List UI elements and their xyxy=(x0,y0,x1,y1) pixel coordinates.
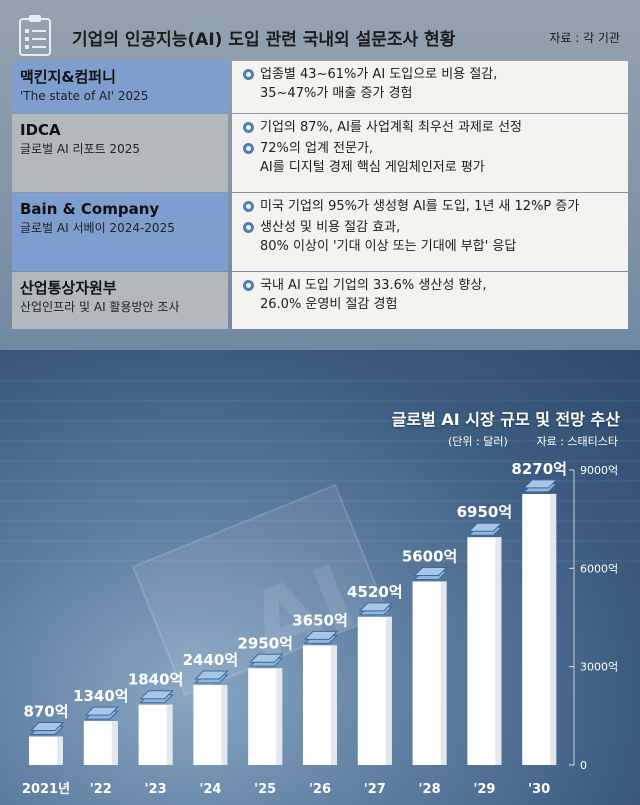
table-row: IDCA 글로벌 AI 리포트 2025 기업의 87%, AI를 사업계획 최… xyxy=(12,114,628,192)
bar-shade xyxy=(440,581,447,765)
finding-bullet: 업종별 43~61%가 AI 도입으로 비용 절감, 35~47%가 매출 증가 … xyxy=(242,65,620,103)
bar-shade xyxy=(495,537,502,765)
bar-value-label: 2950억 xyxy=(237,634,293,652)
finding-text: 국내 AI 도입 기업의 33.6% 생산성 향상, xyxy=(260,278,487,293)
finding-text: 80% 이상이 '기대 이상 또는 기대에 부합' 응답 xyxy=(260,239,517,254)
bullet-dot-icon xyxy=(243,69,254,80)
finding-text: 생산성 및 비용 절감 효과, xyxy=(260,220,401,235)
bar-shade xyxy=(57,736,63,765)
finding-text: 35~47%가 매출 증가 경험 xyxy=(260,86,413,101)
survey-table: 맥킨지&컴퍼니 'The state of AI' 2025 업종별 43~61… xyxy=(12,61,628,330)
finding-bullet: 국내 AI 도입 기업의 33.6% 생산성 향상, 26.0% 운영비 절감 경… xyxy=(242,276,620,314)
table-row: Bain & Company 글로벌 AI 서베이 2024-2025 미국 기… xyxy=(12,193,628,271)
bar-value-label: 2440억 xyxy=(183,651,239,669)
survey-source-name: 맥킨지&컴퍼니 xyxy=(20,68,116,86)
bar-shade xyxy=(166,704,173,765)
survey-source-name: Bain & Company xyxy=(20,200,160,218)
x-tick-label: '30 xyxy=(528,782,550,797)
survey-source-sub: 글로벌 AI 서베이 2024-2025 xyxy=(20,221,175,235)
finding-text: 업종별 43~61%가 AI 도입으로 비용 절감, xyxy=(260,67,498,82)
chart-unit: (단위 : 달러) xyxy=(448,435,508,448)
bar-value-label: 1840억 xyxy=(128,671,184,689)
money-stack-icon xyxy=(413,566,448,576)
survey-source-name: 산업통상자원부 xyxy=(20,279,117,297)
money-stack-icon xyxy=(468,522,503,532)
finding-text: 72%의 업계 전문가, xyxy=(260,141,374,156)
survey-findings-cell: 기업의 87%, AI를 사업계획 최우선 과제로 선정 72%의 업계 전문가… xyxy=(232,114,628,192)
y-tick-label: 6000억 xyxy=(580,562,618,575)
survey-findings-cell: 국내 AI 도입 기업의 33.6% 생산성 향상, 26.0% 운영비 절감 경… xyxy=(232,272,628,329)
bar-value-label: 1340억 xyxy=(73,687,129,705)
bullet-dot-icon xyxy=(243,201,254,212)
money-stack-icon xyxy=(194,670,229,680)
chart-title: 글로벌 AI 시장 규모 및 전망 추산 xyxy=(391,410,620,429)
bar-value-label: 3650억 xyxy=(292,611,348,629)
bar-value-label: 870억 xyxy=(23,702,68,720)
bar-shade xyxy=(331,645,337,765)
bar-value-label: 4520억 xyxy=(347,583,403,601)
bar-shade xyxy=(550,493,557,765)
money-stack-icon xyxy=(522,479,558,489)
finding-text: 미국 기업의 95%가 생성형 AI를 도입, 1년 새 12%P 증가 xyxy=(260,199,580,214)
chart-source: 자료 : 스태티스타 xyxy=(536,435,618,448)
money-stack-icon xyxy=(248,653,284,663)
money-stack-icon xyxy=(29,721,65,731)
table-row: 산업통상자원부 산업인프라 및 AI 활용방안 조사 국내 AI 도입 기업의 … xyxy=(12,272,628,329)
x-tick-label: 2021년 xyxy=(22,782,70,797)
source-label: 자료 : 각 기관 xyxy=(549,31,620,45)
y-tick-label: 3000억 xyxy=(580,661,618,674)
money-stack-icon xyxy=(303,630,339,640)
survey-source-cell: 산업통상자원부 산업인프라 및 AI 활용방안 조사 xyxy=(12,272,228,329)
bullet-dot-icon xyxy=(243,122,254,133)
finding-text: 26.0% 운영비 절감 경험 xyxy=(260,297,398,312)
clipboard-icon xyxy=(19,15,51,56)
bar-value-label: 8270억 xyxy=(511,460,567,478)
bullet-dot-icon xyxy=(243,222,254,233)
finding-bullet: 72%의 업계 전문가, AI를 디지털 경제 핵심 게임체인저로 평가 xyxy=(242,139,620,177)
survey-source-sub: 글로벌 AI 리포트 2025 xyxy=(20,142,140,156)
y-tick-label: 0 xyxy=(580,759,587,772)
x-tick-label: '24 xyxy=(199,782,221,797)
survey-findings-cell: 미국 기업의 95%가 생성형 AI를 도입, 1년 새 12%P 증가 생산성… xyxy=(232,193,628,271)
survey-source-cell: 맥킨지&컴퍼니 'The state of AI' 2025 xyxy=(12,61,228,113)
survey-source-cell: Bain & Company 글로벌 AI 서베이 2024-2025 xyxy=(12,193,228,271)
x-tick-label: '28 xyxy=(419,782,441,797)
x-tick-label: '25 xyxy=(254,782,276,797)
table-row: 맥킨지&컴퍼니 'The state of AI' 2025 업종별 43~61… xyxy=(12,61,628,113)
survey-source-sub: 산업인프라 및 AI 활용방안 조사 xyxy=(20,300,180,314)
bar-shade xyxy=(385,616,392,765)
money-stack-icon xyxy=(358,602,394,612)
finding-bullet: 생산성 및 비용 절감 효과, 80% 이상이 '기대 이상 또는 기대에 부합'… xyxy=(242,218,620,256)
x-tick-label: '22 xyxy=(90,782,112,797)
bullet-dot-icon xyxy=(243,280,254,291)
money-stack-icon xyxy=(139,690,174,700)
y-tick-label: 9000억 xyxy=(580,464,618,477)
survey-source-sub: 'The state of AI' 2025 xyxy=(20,89,149,103)
page-title: 기업의 인공지능(AI) 도입 관련 국내외 설문조사 현황 xyxy=(72,30,456,50)
bar-value-label: 5600억 xyxy=(402,547,458,565)
finding-text: AI를 디지털 경제 핵심 게임체인저로 평가 xyxy=(260,160,485,175)
bar-shade xyxy=(276,668,283,765)
finding-bullet: 기업의 87%, AI를 사업계획 최우선 과제로 선정 xyxy=(242,118,620,137)
bar-shade xyxy=(221,685,228,765)
x-tick-label: '27 xyxy=(364,782,386,797)
x-tick-label: '29 xyxy=(473,782,495,797)
finding-bullet: 미국 기업의 95%가 생성형 AI를 도입, 1년 새 12%P 증가 xyxy=(242,197,620,216)
survey-source-cell: IDCA 글로벌 AI 리포트 2025 xyxy=(12,114,228,192)
money-stack-icon xyxy=(84,706,120,716)
finding-text: 기업의 87%, AI를 사업계획 최우선 과제로 선정 xyxy=(260,120,522,135)
bar-value-label: 6950억 xyxy=(457,503,513,521)
x-tick-label: '26 xyxy=(309,782,331,797)
x-tick-label: '23 xyxy=(145,782,167,797)
survey-findings-cell: 업종별 43~61%가 AI 도입으로 비용 절감, 35~47%가 매출 증가 … xyxy=(232,61,628,113)
bar-shade xyxy=(111,721,118,765)
bullet-dot-icon xyxy=(243,143,254,154)
survey-source-name: IDCA xyxy=(20,121,61,139)
header: 기업의 인공지능(AI) 도입 관련 국내외 설문조사 현황 자료 : 각 기관 xyxy=(12,12,628,56)
